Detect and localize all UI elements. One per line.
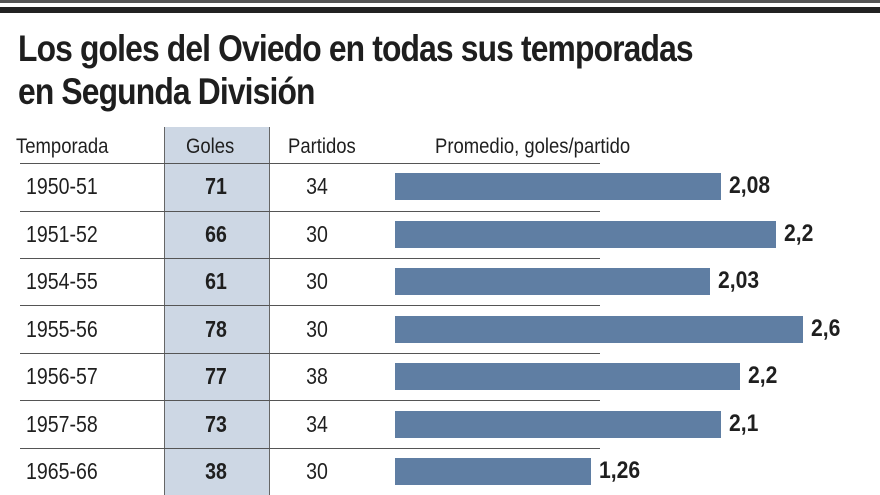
goals-value: 71 bbox=[205, 173, 227, 199]
bar-value-label: 2,08 bbox=[729, 172, 771, 199]
chart-title-line-2: en Segunda División bbox=[18, 71, 315, 112]
goals-value: 66 bbox=[205, 220, 227, 247]
bar-value-label: 2,6 bbox=[811, 314, 841, 342]
chart-title-line-1: Los goles del Oviedo en todas sus tempor… bbox=[18, 28, 694, 69]
bar bbox=[395, 315, 803, 343]
matches-value: 30 bbox=[306, 458, 328, 484]
top-rule-thin bbox=[0, 0, 880, 3]
goals-value: 38 bbox=[205, 458, 227, 484]
row-separator bbox=[20, 163, 600, 164]
season-label: 1955-56 bbox=[26, 315, 98, 342]
bar-value-label: 2,2 bbox=[784, 219, 814, 247]
bar-value-label: 2,03 bbox=[718, 267, 760, 294]
season-label: 1951-52 bbox=[26, 220, 98, 247]
matches-value: 30 bbox=[306, 268, 328, 294]
row-separator bbox=[20, 400, 600, 401]
bar bbox=[395, 363, 741, 390]
row-separator bbox=[20, 353, 600, 354]
goles-column-background bbox=[164, 127, 270, 495]
goals-value: 73 bbox=[205, 410, 227, 437]
header-temporada: Temporada bbox=[16, 135, 109, 158]
row-separator bbox=[20, 305, 600, 306]
matches-value: 38 bbox=[306, 363, 328, 389]
season-label: 1950-51 bbox=[26, 173, 98, 199]
matches-value: 34 bbox=[306, 173, 328, 199]
bar bbox=[395, 458, 592, 485]
matches-value: 34 bbox=[306, 410, 328, 437]
bar bbox=[395, 173, 722, 200]
matches-value: 30 bbox=[306, 220, 328, 247]
season-label: 1956-57 bbox=[26, 363, 98, 389]
row-separator bbox=[20, 448, 600, 449]
header-goles: Goles bbox=[186, 135, 235, 158]
goals-value: 78 bbox=[205, 315, 227, 342]
goals-value: 61 bbox=[205, 268, 227, 294]
matches-value: 30 bbox=[306, 315, 328, 342]
bar-value-label: 2,1 bbox=[729, 409, 759, 437]
row-separator bbox=[20, 258, 600, 259]
bar-value-label: 2,2 bbox=[748, 362, 778, 389]
header-partidos: Partidos bbox=[288, 135, 356, 158]
bar-value-label: 1,26 bbox=[599, 457, 641, 484]
season-label: 1954-55 bbox=[26, 268, 98, 294]
bar bbox=[395, 220, 777, 248]
season-label: 1965-66 bbox=[26, 458, 98, 484]
goals-value: 77 bbox=[205, 363, 227, 389]
row-separator bbox=[20, 211, 600, 212]
season-label: 1957-58 bbox=[26, 410, 98, 437]
bar bbox=[395, 410, 722, 438]
top-rule-thick bbox=[0, 7, 880, 13]
header-promedio: Promedio, goles/partido bbox=[435, 135, 631, 158]
bar bbox=[395, 268, 711, 295]
